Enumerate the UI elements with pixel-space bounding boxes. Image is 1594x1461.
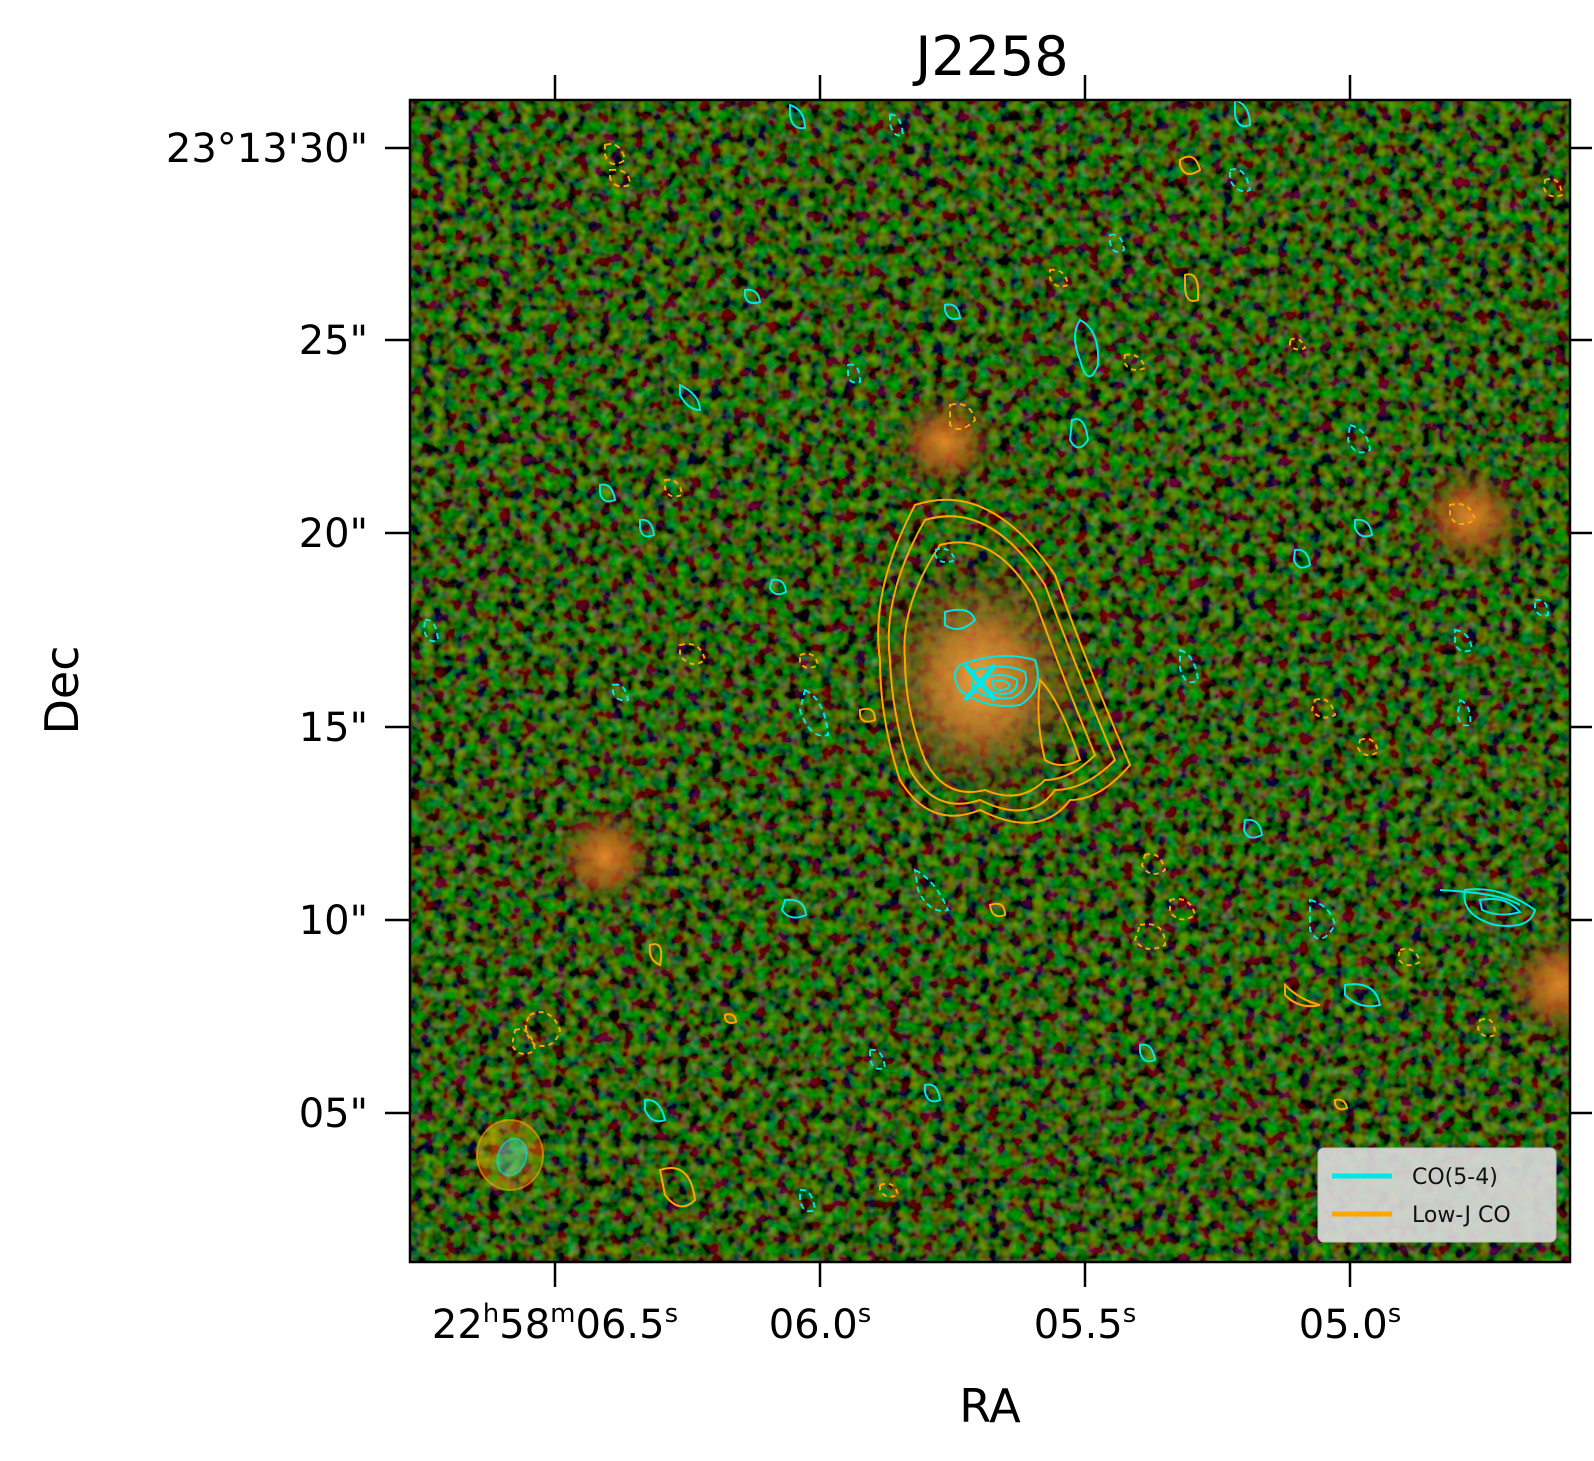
legend: CO(5-4) Low-J CO bbox=[1317, 1147, 1557, 1243]
image-panel: CO(5-4) Low-J CO bbox=[410, 100, 1570, 1262]
y-tick-label: 10" bbox=[299, 898, 368, 944]
x-tick-label: 05.5s bbox=[1034, 1299, 1137, 1348]
galaxy-west bbox=[550, 802, 660, 912]
y-tick-label: 23°13'30" bbox=[166, 126, 368, 172]
x-axis-label: RA bbox=[959, 1379, 1021, 1433]
galaxy-southeast bbox=[1500, 925, 1570, 1045]
axes-frame bbox=[408, 98, 1572, 1264]
y-tick-label: 15" bbox=[299, 705, 368, 751]
legend-label-lowj: Low-J CO bbox=[1412, 1203, 1511, 1228]
x-tick-label: 05.0s bbox=[1299, 1299, 1402, 1348]
co54-beam bbox=[496, 1137, 528, 1177]
y-ticks bbox=[385, 146, 1592, 1115]
chart-title: J2258 bbox=[912, 25, 1068, 88]
galaxy-east bbox=[1410, 462, 1530, 572]
x-ticks bbox=[553, 75, 1352, 1287]
y-tick-labels: 23°13'30" 25" 20" 15" 10" 05" bbox=[166, 126, 368, 1137]
x-tick-label: 22h58m06.5s bbox=[432, 1299, 678, 1348]
galaxy-north bbox=[890, 392, 1000, 492]
y-tick-label: 05" bbox=[299, 1091, 368, 1137]
y-tick-label: 20" bbox=[299, 511, 368, 557]
lowj-contours bbox=[510, 143, 1564, 1208]
co54-contours bbox=[422, 100, 1550, 1213]
y-tick-label: 25" bbox=[299, 318, 368, 364]
y-axis-label: Dec bbox=[35, 645, 89, 734]
x-tick-label: 06.0s bbox=[769, 1299, 872, 1348]
legend-frame bbox=[1317, 1147, 1557, 1243]
lowj-beam bbox=[476, 1119, 544, 1191]
legend-label-co54: CO(5-4) bbox=[1412, 1165, 1498, 1190]
x-tick-labels: 22h58m06.5s 06.0s 05.5s 05.0s bbox=[432, 1299, 1401, 1348]
